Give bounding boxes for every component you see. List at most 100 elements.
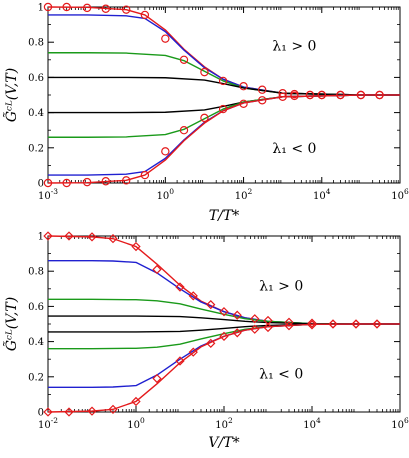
data-marker-diamond [250, 324, 260, 334]
data-marker-diamond [108, 233, 118, 244]
x-axis-title: T/T* [209, 208, 239, 224]
data-marker-circle [239, 99, 248, 109]
data-marker-circle [101, 177, 110, 186]
y-tick-label: 1 [38, 3, 44, 14]
data-marker-circle [43, 178, 53, 188]
data-marker-diamond [87, 232, 97, 242]
data-marker-diamond [131, 241, 141, 252]
data-marker-diamond [232, 328, 242, 338]
annotation-2: λ₁ < 0 [259, 366, 303, 382]
data-marker-diamond [307, 320, 317, 330]
y-tick-label: 1 [38, 232, 44, 243]
data-marker-circle [200, 67, 209, 77]
data-marker-circle [179, 125, 189, 135]
series-line-1 [47, 235, 400, 325]
x-tick-label: 106 [391, 187, 409, 202]
data-marker-diamond [43, 407, 53, 417]
data-marker-circle [239, 81, 248, 91]
data-marker-circle [82, 177, 92, 187]
data-marker-diamond [232, 310, 242, 320]
annotation-2: λ₁ < 0 [272, 141, 316, 157]
data-marker-circle [122, 176, 131, 185]
data-marker-circle [161, 34, 170, 43]
data-marker-diamond [131, 396, 141, 407]
data-marker-circle [140, 170, 150, 180]
data-marker-diamond [175, 356, 185, 366]
y-tick-label: 0.2 [28, 143, 44, 154]
data-marker-circle [82, 3, 92, 13]
data-marker-circle [218, 76, 228, 86]
chart-panel-1: 10-3 100 102 104 106 0 0.2 0.4 0.6 0.8 1 λ₁ > 0 λ₁ <… [2, 3, 409, 225]
series-line-5 [48, 323, 401, 333]
data-marker-circle [43, 2, 53, 12]
data-marker-diamond [188, 291, 198, 301]
data-marker-circle [278, 89, 287, 98]
y-tick-label: 0.4 [28, 337, 44, 348]
data-marker-diamond [152, 373, 162, 384]
data-marker-circle [290, 91, 299, 101]
data-marker-circle [356, 90, 366, 100]
data-marker-circle [62, 178, 71, 188]
series-line-3 [48, 52, 400, 96]
data-marker-diamond [43, 231, 53, 241]
data-marker-circle [336, 90, 345, 100]
data-marker-diamond [64, 231, 74, 241]
y-axis-title: G̃ᶜᴸ(V,T) [2, 297, 20, 351]
data-marker-circle [179, 55, 189, 65]
x-tick-label: 106 [391, 416, 409, 431]
data-marker-circle [258, 96, 267, 105]
series-line-8 [47, 94, 400, 184]
y-tick-label: 0.6 [28, 302, 44, 313]
data-marker-diamond [219, 307, 229, 317]
y-tick-label: 0.6 [28, 73, 44, 84]
data-marker-circle [218, 104, 228, 114]
x-tick-label: 100 [127, 416, 145, 431]
x-tick-label: 102 [215, 416, 233, 431]
x-tick-label: 104 [313, 187, 331, 202]
data-marker-circle [317, 90, 326, 100]
x-tick-label: 10-2 [38, 416, 58, 431]
data-marker-diamond [152, 264, 162, 275]
data-marker-diamond [219, 331, 229, 341]
annotation-1: λ₁ > 0 [259, 278, 303, 294]
y-axis-title: G̃ᶜᴸ(V,T) [2, 68, 20, 122]
data-marker-diamond [206, 299, 216, 310]
data-marker-circle [200, 113, 209, 123]
data-marker-diamond [64, 407, 74, 417]
y-tick-label: 0.8 [28, 38, 44, 49]
data-marker-circle [375, 90, 384, 100]
data-marker-circle [62, 2, 71, 12]
data-marker-diamond [87, 406, 97, 416]
data-marker-diamond [284, 321, 294, 331]
x-tick-label: 100 [157, 187, 175, 202]
x-tick-label: 104 [303, 416, 321, 431]
series-line-8 [47, 323, 400, 413]
data-marker-circle [161, 147, 170, 156]
y-tick-label: 0.8 [28, 267, 44, 278]
data-marker-diamond [206, 338, 216, 349]
series-line-4 [48, 76, 400, 96]
y-tick-label: 0.4 [28, 108, 44, 119]
data-marker-circle [140, 10, 150, 20]
x-tick-label: 10-3 [38, 187, 58, 202]
data-marker-circle [101, 4, 110, 13]
data-marker-circle [258, 85, 267, 94]
x-axis-title: V/T* [208, 435, 239, 451]
y-tick-label: 0 [38, 179, 44, 190]
y-tick-label: 0 [38, 408, 44, 419]
x-tick-label: 102 [235, 187, 253, 202]
data-marker-diamond [250, 314, 260, 324]
data-marker-diamond [188, 347, 198, 357]
data-marker-diamond [263, 322, 273, 333]
data-marker-diamond [108, 404, 118, 415]
annotation-1: λ₁ > 0 [272, 39, 316, 55]
series-line-7 [48, 94, 400, 176]
y-tick-label: 0.2 [28, 372, 44, 383]
data-marker-diamond [328, 319, 338, 329]
data-marker-circle [122, 5, 131, 14]
series-line-6 [48, 94, 400, 138]
chart-panel-2: 10-2 100 102 104 106 0 0.2 0.4 0.6 0.8 1 λ₁ > 0 λ₁ <… [2, 231, 409, 451]
series-line-4 [48, 315, 401, 325]
data-marker-diamond [175, 282, 185, 292]
